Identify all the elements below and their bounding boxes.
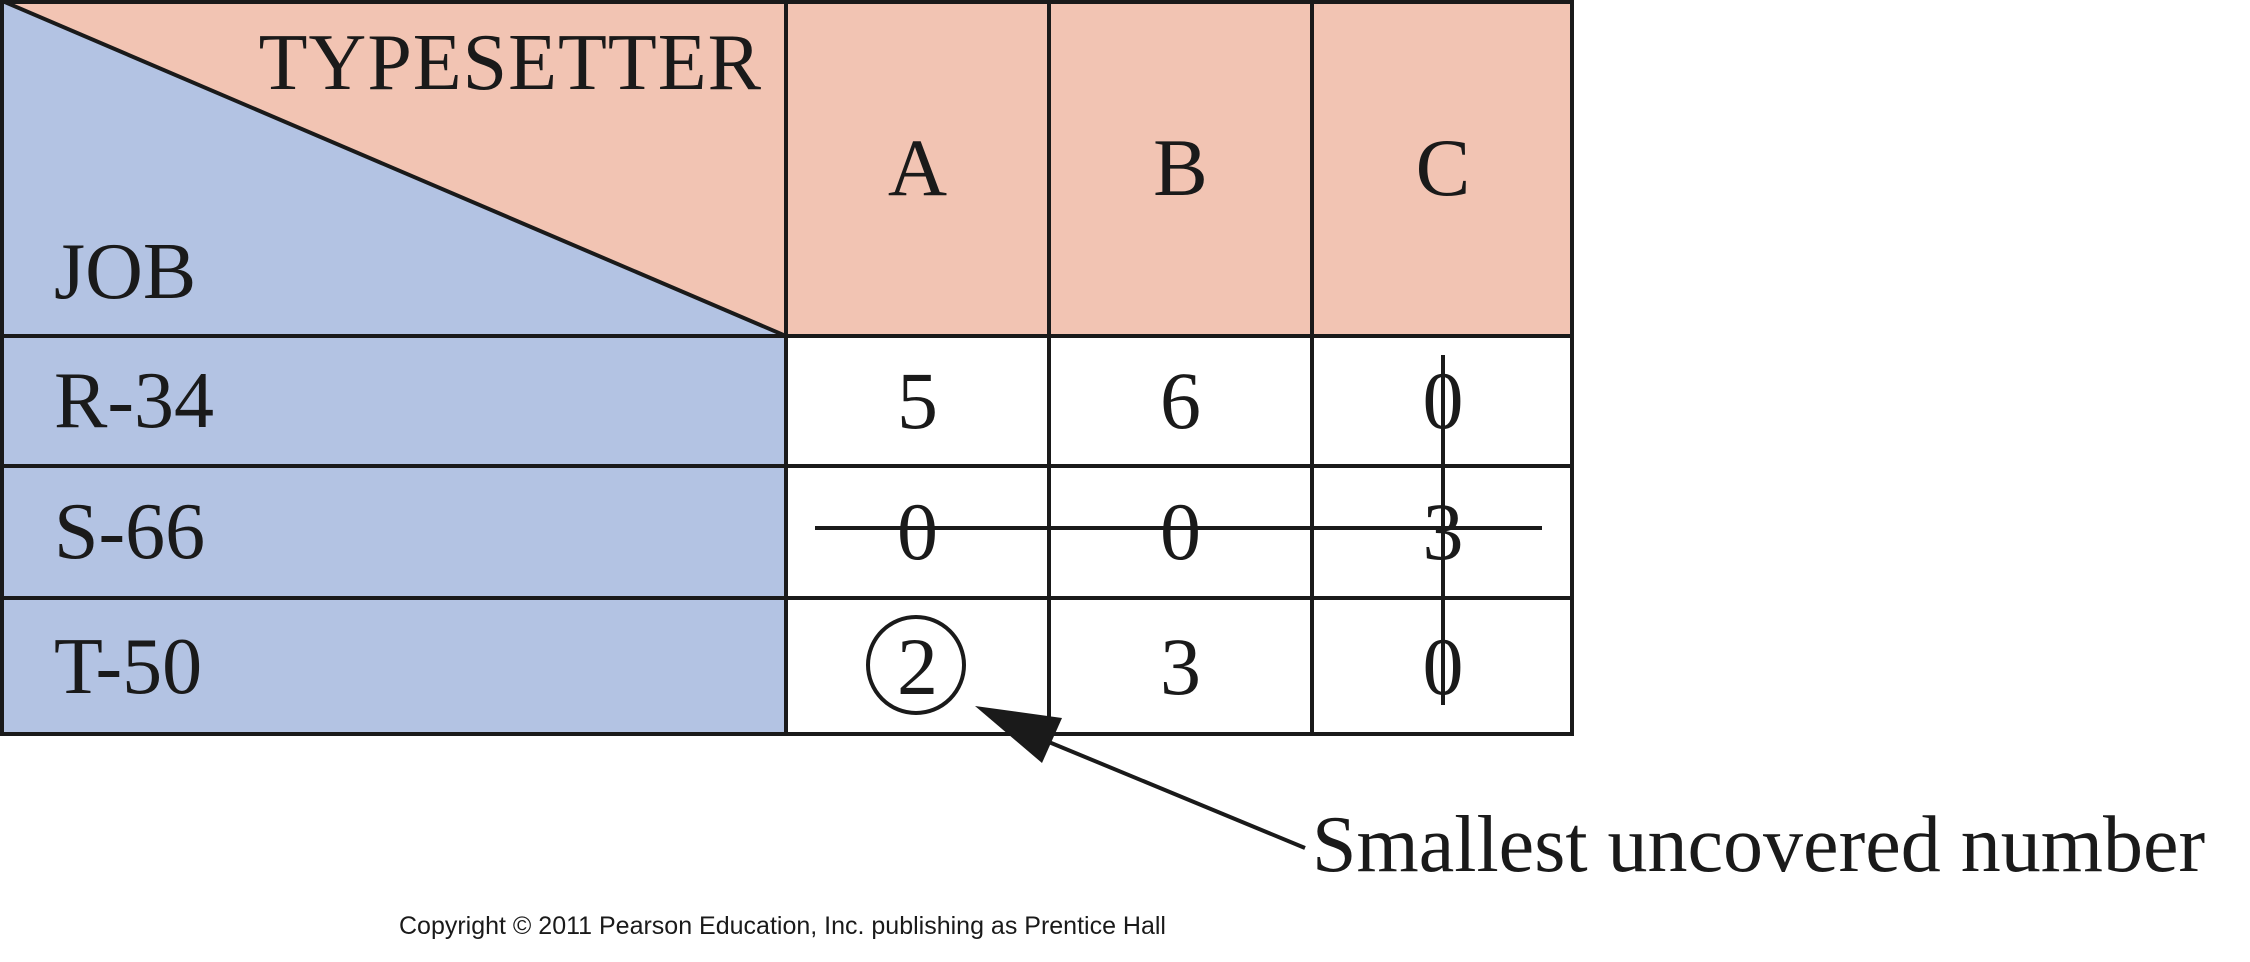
copyright-text: Copyright © 2011 Pearson Education, Inc.…: [398, 912, 1166, 940]
cell-s66-a: 0: [786, 466, 1049, 598]
row-header-s66: S-66: [0, 466, 786, 598]
cell-t50-a: 2: [786, 598, 1049, 736]
cell-r34-b: 6: [1049, 336, 1312, 466]
cell-r34-c: 0: [1312, 336, 1574, 466]
column-header-c: C: [1312, 0, 1574, 336]
cell-s66-c: 3: [1312, 466, 1574, 598]
cell-t50-c: 0: [1312, 598, 1574, 736]
cell-t50-b: 3: [1049, 598, 1312, 736]
cell-s66-b: 0: [1049, 466, 1312, 598]
column-header-a: A: [786, 0, 1049, 336]
callout-label: Smallest uncovered number: [1312, 801, 2206, 889]
corner-header: TYPESETTER JOB: [0, 0, 786, 336]
callout-arrow-shaft: [1014, 726, 1306, 850]
row-header-t50: T-50: [0, 598, 786, 736]
cell-r34-a: 5: [786, 336, 1049, 466]
typesetter-label: TYPESETTER: [258, 19, 762, 107]
assignment-table: TYPESETTER JOB A B C R-34 5 6 0 S-66 0 0…: [0, 0, 1574, 736]
row-header-r34: R-34: [0, 336, 786, 466]
job-label: JOB: [54, 228, 197, 316]
column-header-b: B: [1049, 0, 1312, 336]
